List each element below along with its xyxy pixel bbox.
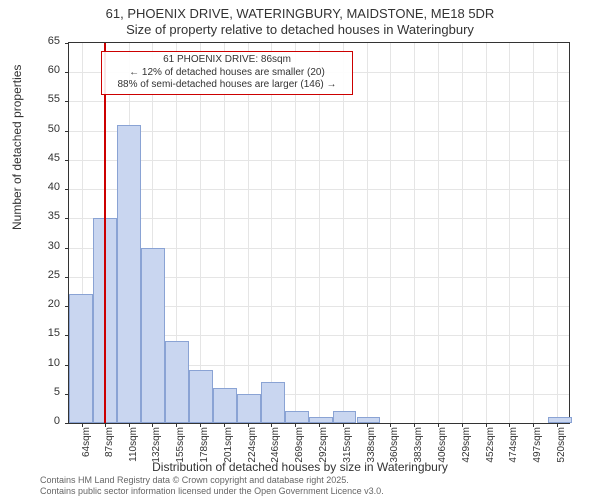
ytick-mark — [65, 423, 69, 424]
gridline-v — [367, 43, 368, 423]
histogram-bar — [69, 294, 93, 423]
gridline-v — [248, 43, 249, 423]
xtick-label: 132sqm — [151, 427, 162, 467]
histogram-bar — [333, 411, 357, 423]
gridline-v — [533, 43, 534, 423]
xtick-label: 201sqm — [223, 427, 234, 467]
xtick-label: 474sqm — [508, 427, 519, 467]
ytick-label: 55 — [30, 93, 60, 105]
plot-area: 61 PHOENIX DRIVE: 86sqm← 12% of detached… — [68, 42, 570, 424]
annotation-line3: 88% of semi-detached houses are larger (… — [107, 79, 347, 92]
gridline-v — [224, 43, 225, 423]
ytick-mark — [65, 72, 69, 73]
gridline-v — [271, 43, 272, 423]
xtick-label: 87sqm — [104, 427, 115, 467]
ytick-label: 10 — [30, 357, 60, 369]
ytick-mark — [65, 277, 69, 278]
histogram-bar — [261, 382, 285, 423]
xtick-label: 383sqm — [413, 427, 424, 467]
xtick-label: 178sqm — [199, 427, 210, 467]
chart-title-line2: Size of property relative to detached ho… — [0, 22, 600, 37]
annotation-line1: 61 PHOENIX DRIVE: 86sqm — [107, 54, 347, 67]
ytick-mark — [65, 218, 69, 219]
histogram-bar — [237, 394, 261, 423]
y-axis-label: Number of detached properties — [10, 65, 24, 230]
xtick-label: 64sqm — [81, 427, 92, 467]
footer-line2: Contains public sector information licen… — [40, 486, 384, 497]
ytick-label: 15 — [30, 327, 60, 339]
ytick-mark — [65, 43, 69, 44]
ytick-label: 45 — [30, 152, 60, 164]
ytick-label: 35 — [30, 210, 60, 222]
gridline-v — [557, 43, 558, 423]
gridline-v — [295, 43, 296, 423]
chart-title-line1: 61, PHOENIX DRIVE, WATERINGBURY, MAIDSTO… — [0, 6, 600, 21]
annotation-line2: ← 12% of detached houses are smaller (20… — [107, 67, 347, 80]
ytick-label: 50 — [30, 123, 60, 135]
ytick-mark — [65, 101, 69, 102]
ytick-label: 30 — [30, 240, 60, 252]
gridline-v — [414, 43, 415, 423]
marker-line — [104, 43, 106, 423]
xtick-label: 110sqm — [128, 427, 139, 467]
xtick-label: 246sqm — [270, 427, 281, 467]
xtick-label: 338sqm — [366, 427, 377, 467]
ytick-mark — [65, 189, 69, 190]
footer-line1: Contains HM Land Registry data © Crown c… — [40, 475, 384, 486]
ytick-label: 0 — [30, 415, 60, 427]
histogram-bar — [117, 125, 141, 423]
xtick-label: 429sqm — [461, 427, 472, 467]
histogram-bar — [309, 417, 333, 423]
ytick-label: 60 — [30, 64, 60, 76]
histogram-bar — [165, 341, 189, 423]
xtick-label: 520sqm — [556, 427, 567, 467]
gridline-v — [319, 43, 320, 423]
xtick-label: 360sqm — [389, 427, 400, 467]
annotation-box: 61 PHOENIX DRIVE: 86sqm← 12% of detached… — [101, 51, 353, 95]
xtick-label: 269sqm — [294, 427, 305, 467]
gridline-v — [509, 43, 510, 423]
histogram-bar — [141, 248, 165, 423]
ytick-mark — [65, 160, 69, 161]
ytick-label: 65 — [30, 35, 60, 47]
gridline-v — [390, 43, 391, 423]
xtick-label: 155sqm — [175, 427, 186, 467]
gridline-v — [462, 43, 463, 423]
histogram-bar — [357, 417, 381, 423]
ytick-label: 20 — [30, 298, 60, 310]
xtick-label: 315sqm — [342, 427, 353, 467]
gridline-v — [343, 43, 344, 423]
xtick-label: 292sqm — [318, 427, 329, 467]
gridline-v — [438, 43, 439, 423]
ytick-label: 25 — [30, 269, 60, 281]
ytick-label: 40 — [30, 181, 60, 193]
histogram-bar — [189, 370, 213, 423]
histogram-bar — [213, 388, 237, 423]
ytick-mark — [65, 131, 69, 132]
histogram-bar — [548, 417, 572, 423]
footer-attribution: Contains HM Land Registry data © Crown c… — [40, 475, 384, 497]
ytick-label: 5 — [30, 386, 60, 398]
ytick-mark — [65, 248, 69, 249]
chart-container: 61, PHOENIX DRIVE, WATERINGBURY, MAIDSTO… — [0, 0, 600, 500]
xtick-label: 224sqm — [247, 427, 258, 467]
xtick-label: 452sqm — [485, 427, 496, 467]
xtick-label: 406sqm — [437, 427, 448, 467]
xtick-label: 497sqm — [532, 427, 543, 467]
gridline-v — [200, 43, 201, 423]
gridline-v — [486, 43, 487, 423]
histogram-bar — [285, 411, 309, 423]
